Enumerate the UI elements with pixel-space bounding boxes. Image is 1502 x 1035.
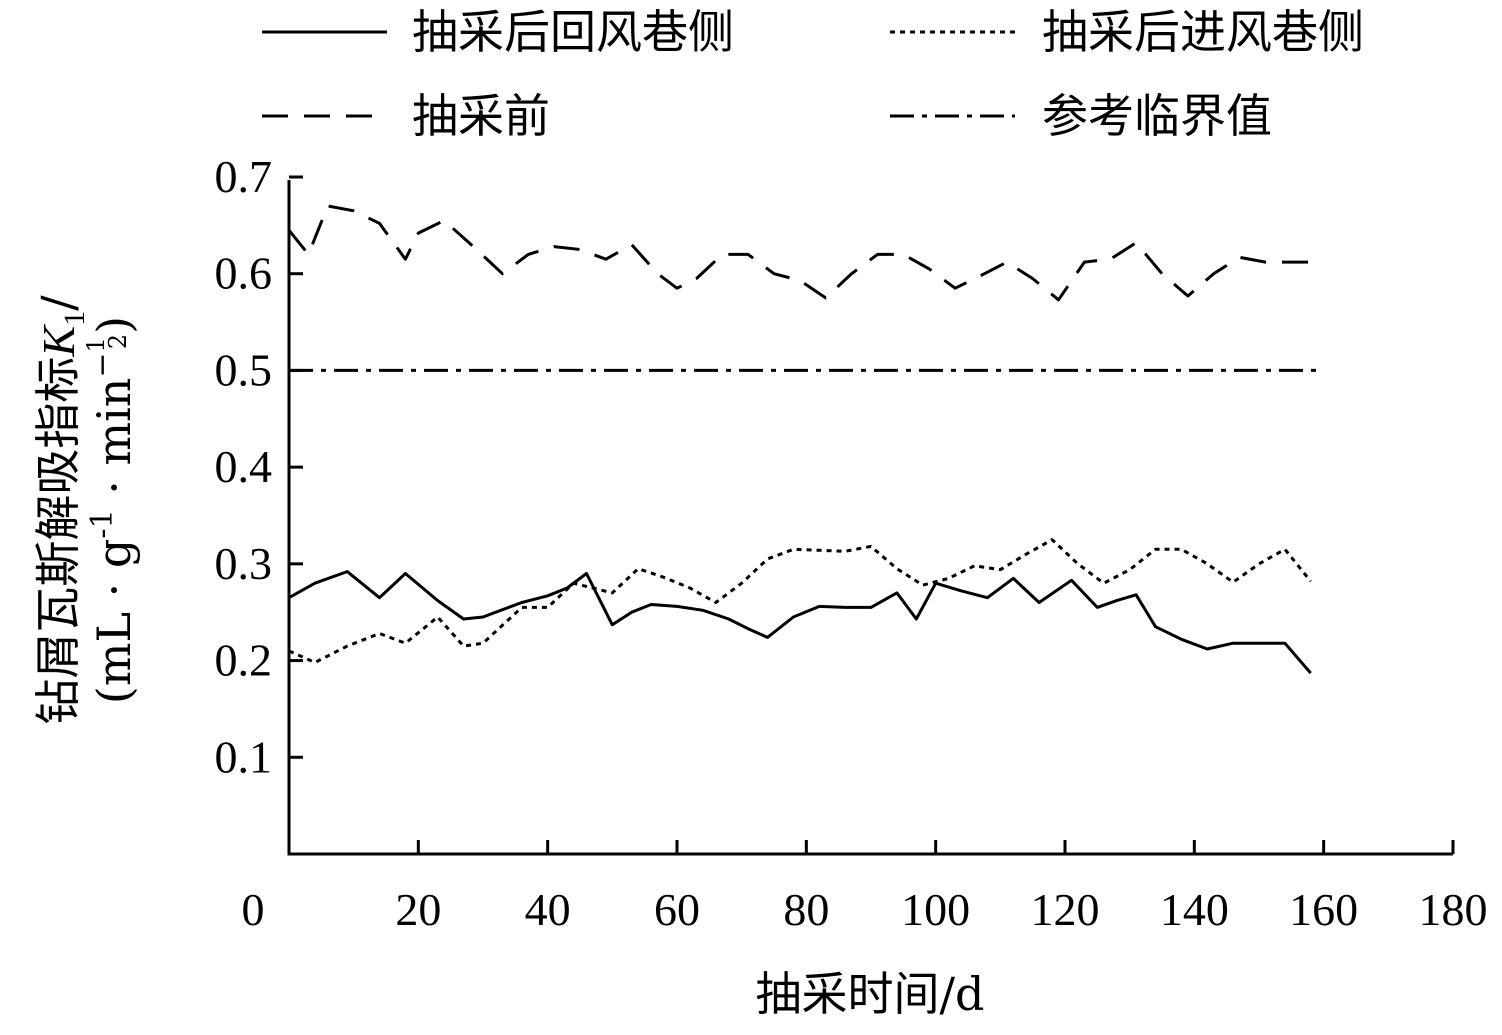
x-ticks: 0 20 40 60 80 100 120 140 160 180 <box>242 840 1488 935</box>
x-tick-label: 120 <box>1031 884 1100 935</box>
y-tick-label: 0.2 <box>215 635 273 686</box>
x-tick-label: 100 <box>901 884 970 935</box>
legend-label-3: 参考临界值 <box>1042 89 1272 143</box>
y-ticks: 0.1 0.2 0.3 0.4 0.5 0.6 0.7 <box>215 151 303 782</box>
x-tick-label: 160 <box>1289 884 1358 935</box>
x-tick-label: 40 <box>525 884 571 935</box>
x-tick-label: 0 <box>242 884 265 935</box>
y-axis-title-unit-sup2-minus: − <box>85 352 120 377</box>
x-tick-label: 20 <box>395 884 441 935</box>
series-line-2 <box>287 204 1311 302</box>
y-tick-label: 0.3 <box>215 538 273 589</box>
y-axis-title-unit-open: (mL · g <box>87 539 141 704</box>
y-axis-title-unit-mid: · min <box>87 378 141 510</box>
legend-label-2: 抽采前 <box>412 89 550 143</box>
y-axis-title-var: K <box>33 324 84 358</box>
y-tick-label: 0.4 <box>215 441 273 492</box>
y-axis-title-unit-sup1: -1 <box>85 509 120 538</box>
series-line-1 <box>288 538 1312 664</box>
y-axis-title-line2: (mL · g-1 · min−12) <box>82 316 141 704</box>
y-axis-title-suffix: / <box>31 295 85 311</box>
x-tick-label: 60 <box>654 884 700 935</box>
axes <box>287 180 1453 856</box>
series-line-0 <box>288 570 1312 675</box>
y-tick-label: 0.6 <box>215 248 273 299</box>
y-axis-title: 钻屑瓦斯解吸指标K1/ (mL · g-1 · min−12) <box>31 295 141 725</box>
x-tick-label: 140 <box>1160 884 1229 935</box>
x-axis-title: 抽采时间/d <box>756 967 985 1021</box>
series-layer <box>287 204 1324 675</box>
y-axis-title-unit-sup2-den: 2 <box>104 334 132 349</box>
y-tick-label: 0.7 <box>215 151 273 202</box>
y-axis-title-unit-close: ) <box>87 316 141 334</box>
x-tick-label: 80 <box>783 884 829 935</box>
y-axis-title-line1: 钻屑瓦斯解吸指标K1/ <box>31 295 91 725</box>
x-tick-label: 180 <box>1419 884 1488 935</box>
y-axis-title-prefix: 钻屑瓦斯解吸指标 <box>31 357 85 725</box>
y-axis-title-unit-sup2-num: 1 <box>82 337 110 352</box>
y-tick-label: 0.1 <box>215 731 273 782</box>
legend-label-0: 抽采后回风巷侧 <box>412 5 734 59</box>
y-axis-title-sub: 1 <box>58 311 91 326</box>
y-tick-label: 0.5 <box>215 344 273 395</box>
legend-label-1: 抽采后进风巷侧 <box>1042 5 1364 59</box>
